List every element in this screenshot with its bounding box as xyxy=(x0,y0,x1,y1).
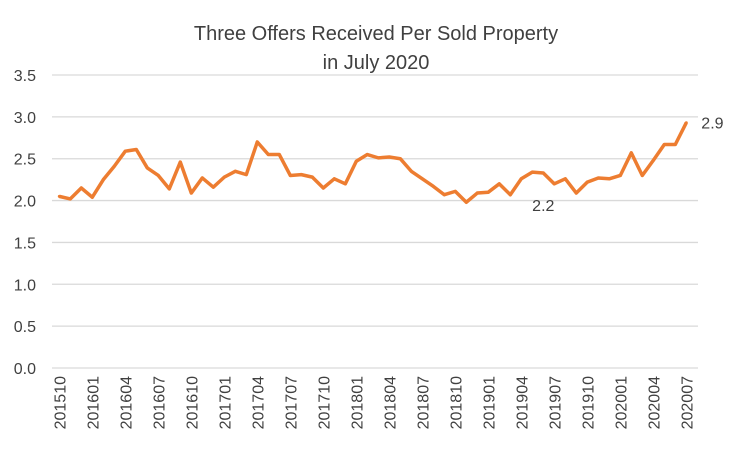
data-point xyxy=(662,142,666,146)
y-tick-label: 1.0 xyxy=(14,277,36,294)
data-point xyxy=(211,185,215,189)
data-point xyxy=(134,148,138,152)
data-point xyxy=(343,182,347,186)
data-point xyxy=(640,173,644,177)
data-point xyxy=(288,173,292,177)
x-tick-label: 202007 xyxy=(679,376,696,429)
data-point xyxy=(398,157,402,161)
x-tick-label: 201701 xyxy=(217,376,234,429)
x-tick-label: 201610 xyxy=(184,376,201,429)
data-point xyxy=(651,158,655,162)
data-point xyxy=(607,177,611,181)
data-point xyxy=(277,153,281,157)
x-tick-label: 201601 xyxy=(85,376,102,429)
data-point xyxy=(68,197,72,201)
x-tick-label: 201704 xyxy=(250,376,267,429)
data-point xyxy=(189,191,193,195)
data-point xyxy=(101,178,105,182)
data-point xyxy=(145,166,149,170)
chart-title-line-2: in July 2020 xyxy=(323,52,430,74)
x-tick-label: 201901 xyxy=(481,376,498,429)
data-point xyxy=(420,177,424,181)
x-tick-label: 201801 xyxy=(349,376,366,429)
data-point xyxy=(431,184,435,188)
data-point xyxy=(156,173,160,177)
data-point xyxy=(541,171,545,175)
data-point xyxy=(442,193,446,197)
data-point xyxy=(530,170,534,174)
data-point xyxy=(497,182,501,186)
x-tick-label: 201910 xyxy=(580,376,597,429)
x-tick-label: 201807 xyxy=(415,376,432,429)
data-point xyxy=(266,153,270,157)
data-point xyxy=(222,175,226,179)
data-point xyxy=(200,176,204,180)
data-point xyxy=(332,177,336,181)
data-point xyxy=(178,160,182,164)
data-point xyxy=(354,159,358,163)
data-point xyxy=(57,194,61,198)
data-point xyxy=(486,190,490,194)
data-point xyxy=(673,142,677,146)
data-point xyxy=(453,189,457,193)
data-point xyxy=(255,140,259,144)
data-label: 2.2 xyxy=(532,198,554,215)
x-tick-label: 201707 xyxy=(283,376,300,429)
x-tick-label: 201804 xyxy=(382,376,399,429)
x-tick-label: 201810 xyxy=(448,376,465,429)
data-point xyxy=(519,177,523,181)
data-point xyxy=(618,173,622,177)
chart-title-line-1: Three Offers Received Per Sold Property xyxy=(194,23,558,45)
y-tick-label: 1.5 xyxy=(14,235,36,252)
data-point xyxy=(585,180,589,184)
series-line xyxy=(58,121,688,204)
data-point xyxy=(90,195,94,199)
data-point xyxy=(629,151,633,155)
data-point xyxy=(409,169,413,173)
data-point xyxy=(233,169,237,173)
x-tick-label: 201904 xyxy=(514,376,531,429)
data-point xyxy=(365,153,369,157)
y-tick-label: 2.5 xyxy=(14,152,36,169)
data-point xyxy=(508,193,512,197)
x-tick-label: 201907 xyxy=(547,376,564,429)
x-tick-label: 201607 xyxy=(151,376,168,429)
y-tick-label: 3.5 xyxy=(14,68,36,85)
data-label: 2.9 xyxy=(701,116,723,133)
data-point xyxy=(321,186,325,190)
y-tick-label: 2.0 xyxy=(14,194,36,211)
x-tick-label: 201510 xyxy=(52,376,69,429)
data-point xyxy=(112,164,116,168)
data-point xyxy=(376,156,380,160)
data-point xyxy=(387,155,391,159)
x-tick-label: 201604 xyxy=(118,376,135,429)
x-tick-label: 202001 xyxy=(613,376,630,429)
x-tick-label: 202004 xyxy=(646,376,663,429)
y-tick-label: 0.0 xyxy=(14,361,36,378)
data-point xyxy=(123,149,127,153)
data-point xyxy=(596,176,600,180)
data-point xyxy=(167,187,171,191)
data-point xyxy=(475,191,479,195)
data-point xyxy=(563,177,567,181)
data-point xyxy=(310,175,314,179)
data-point xyxy=(464,200,468,204)
y-tick-label: 3.0 xyxy=(14,110,36,127)
y-tick-label: 0.5 xyxy=(14,319,36,336)
data-point xyxy=(574,191,578,195)
x-tick-label: 201710 xyxy=(316,376,333,429)
data-point xyxy=(299,173,303,177)
data-point xyxy=(552,182,556,186)
data-point xyxy=(244,173,248,177)
data-point xyxy=(684,121,688,125)
data-point xyxy=(79,186,83,190)
